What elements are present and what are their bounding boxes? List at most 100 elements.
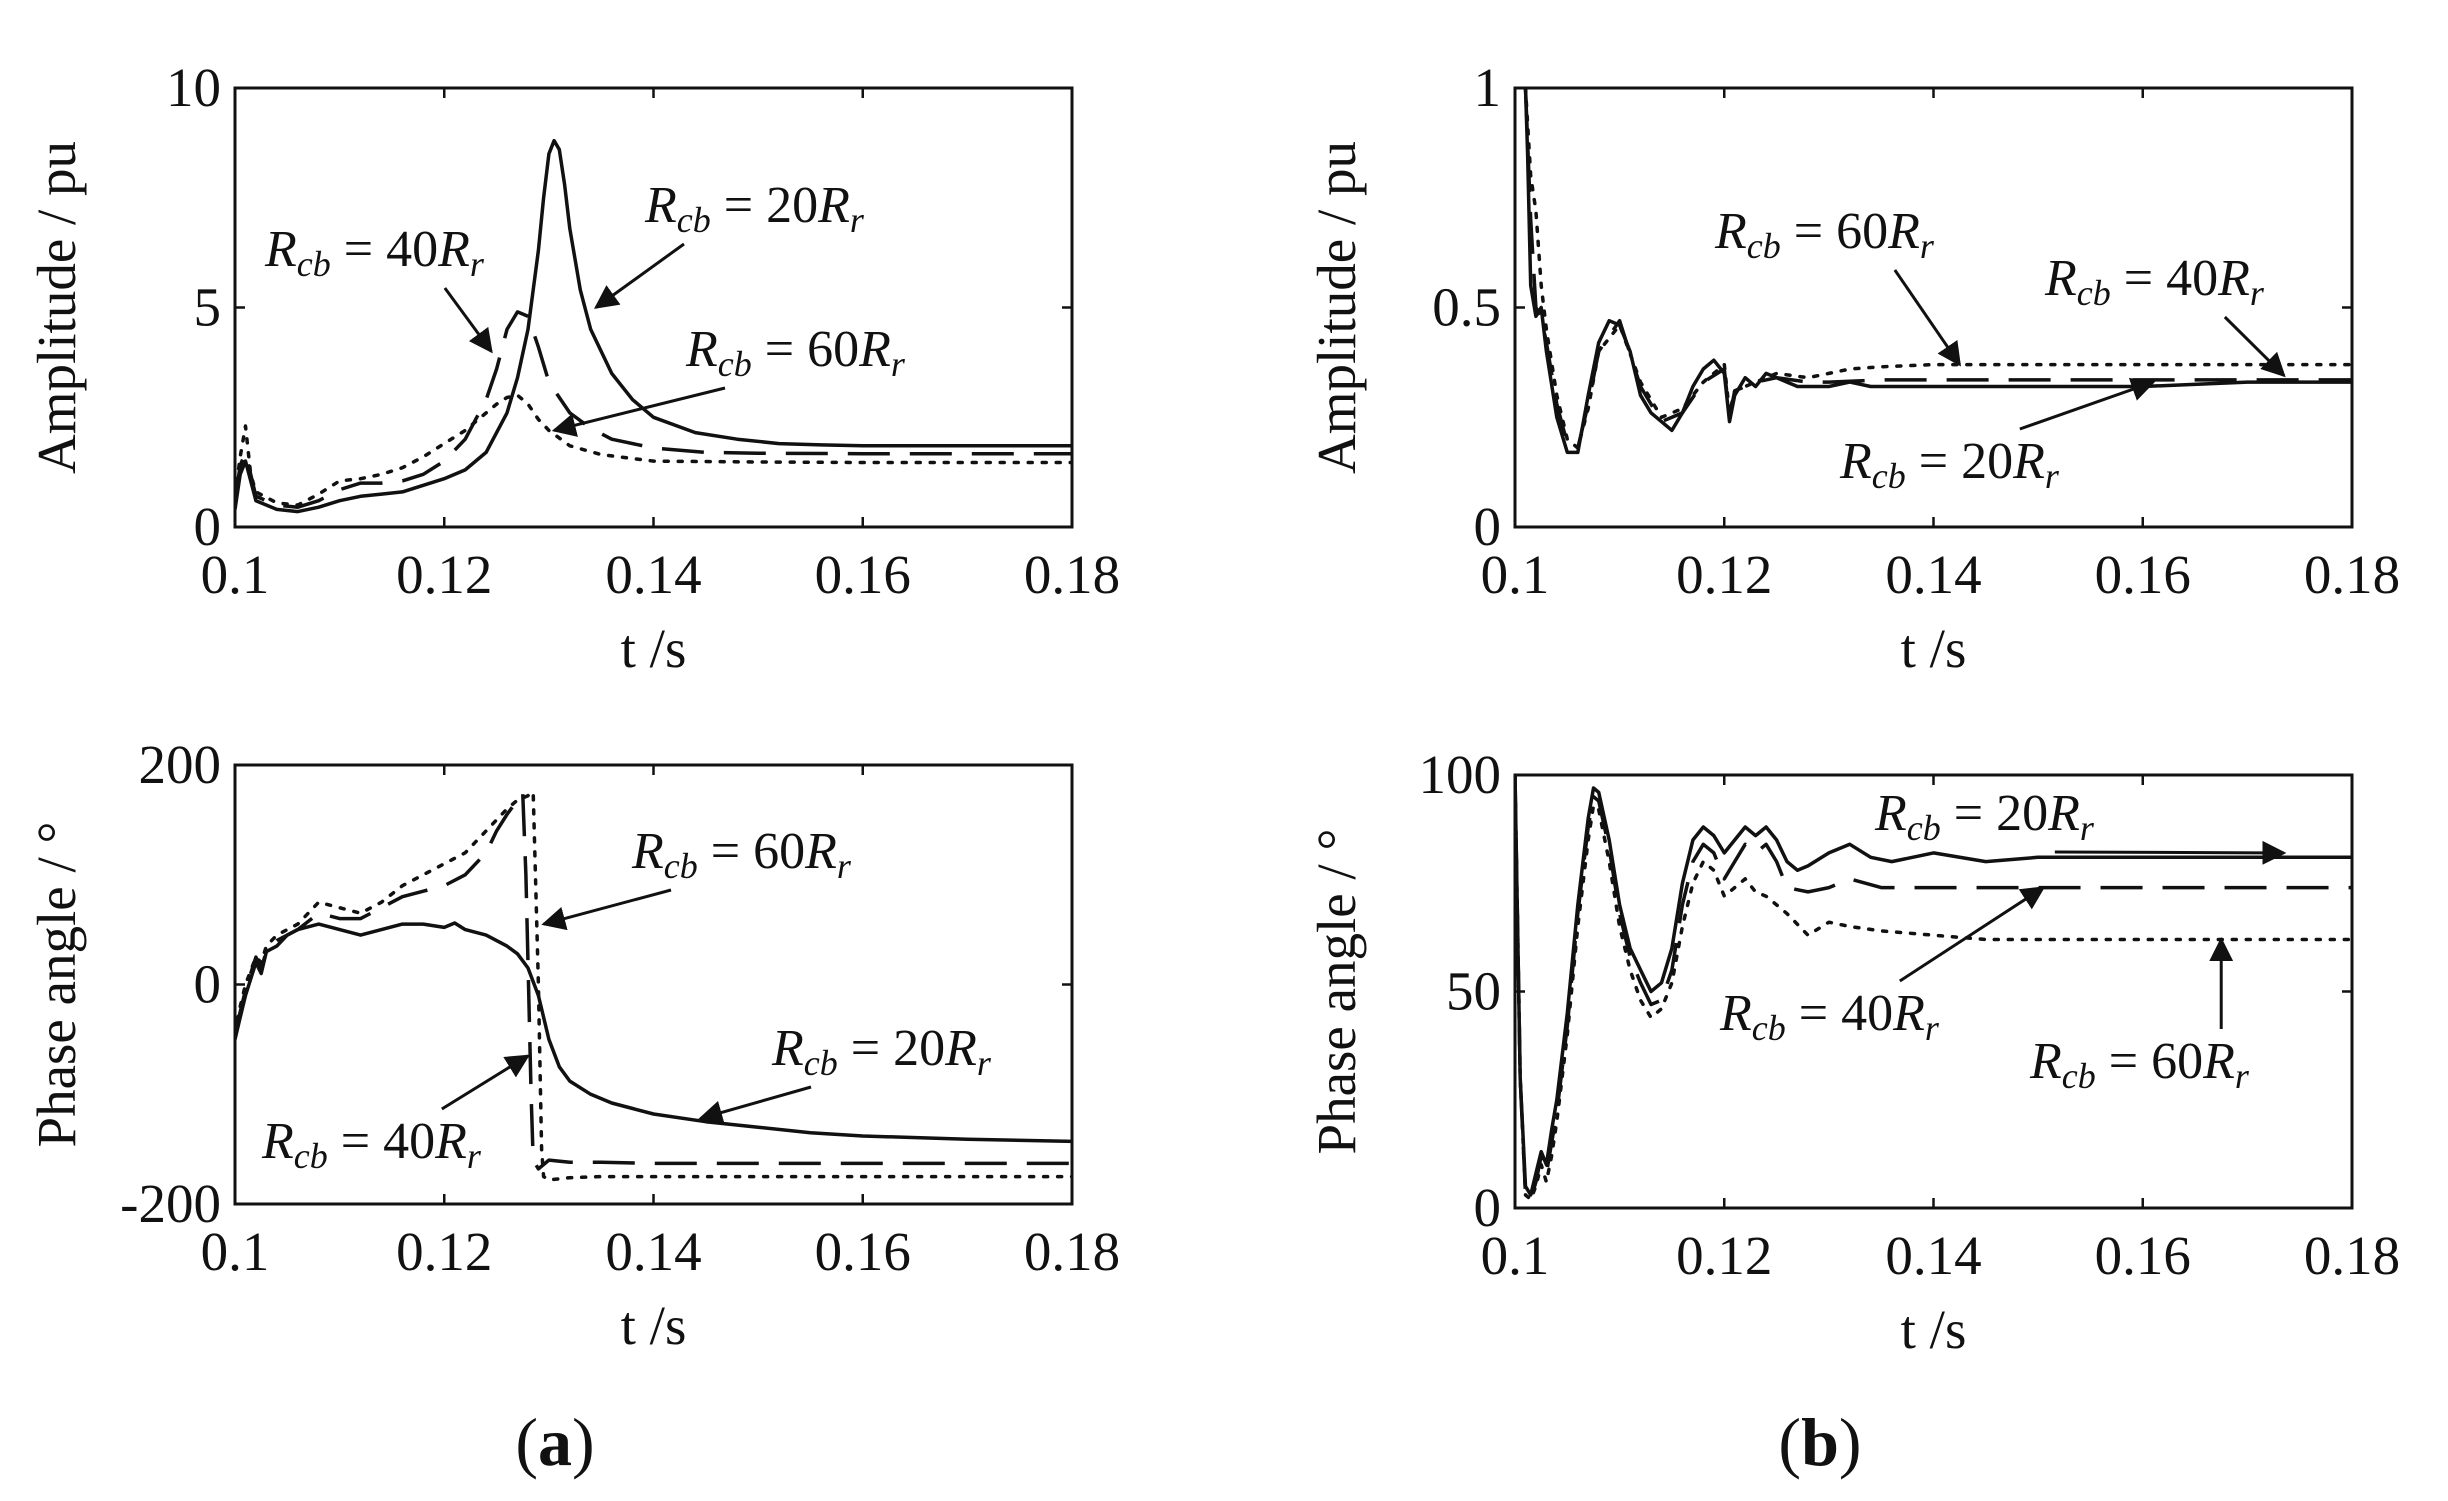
y-tick-label: 5 xyxy=(194,277,222,338)
annotation-text-r: R xyxy=(437,221,470,278)
annotation-arrow xyxy=(1893,269,1962,367)
annotation-text-sub: cb xyxy=(1752,1008,1786,1048)
x-tick-label: 0.16 xyxy=(815,1221,911,1282)
y-tick-label: 0.5 xyxy=(1432,277,1501,338)
y-tick-label: 0 xyxy=(194,954,222,1015)
series-line-a-phase-solid xyxy=(235,921,1072,1144)
annotation-label: Rcb = 60Rr xyxy=(2029,1033,2250,1096)
chart-a-amp: 0.1 0.12 0.14 0.16 0.18 0 5 10 t /s Amplitude / p… xyxy=(26,57,1120,679)
panel-label-b: (b) xyxy=(1778,1404,1861,1480)
annotation-text-main: R xyxy=(644,177,677,234)
y-axis-label: Phase angle / ° xyxy=(26,822,87,1148)
annotation-text-rsub: r xyxy=(837,846,852,886)
annotation-text-sub: cb xyxy=(294,1136,328,1176)
x-tick-label: 0.12 xyxy=(396,544,492,605)
series-line-a-phase-dotted xyxy=(235,790,1072,1182)
annotation-text-eq: = 60 xyxy=(2096,1033,2203,1090)
x-tick-label: 0.1 xyxy=(201,544,270,605)
annotation-text-rsub: r xyxy=(850,200,865,240)
annotation-text-eq: = 20 xyxy=(1906,433,2013,490)
x-tick-label: 0.14 xyxy=(1885,544,1981,605)
y-tick-label: 100 xyxy=(1419,744,1502,805)
annotation-text-main: R xyxy=(264,221,297,278)
x-tick-label: 0.1 xyxy=(1481,544,1550,605)
annotation-text-eq: = 60 xyxy=(1781,203,1888,260)
annotation-text-main: R xyxy=(261,1113,294,1170)
series-line-a-phase-dashed xyxy=(235,790,1072,1171)
x-tick-label: 0.14 xyxy=(605,1221,701,1282)
y-axis-label: Phase angle / ° xyxy=(1306,829,1367,1155)
x-tick-label: 0.16 xyxy=(2095,1225,2191,1286)
series-line-b-amp-solid xyxy=(1523,88,2352,455)
annotation-text-eq: = 20 xyxy=(838,1020,945,1077)
annotation-text-rsub: r xyxy=(2080,808,2095,848)
annotation-text-rsub: r xyxy=(470,244,485,284)
annotation-text-r: R xyxy=(2012,433,2045,490)
annotation-text-main: R xyxy=(1719,985,1752,1042)
annotation-text-eq: = 40 xyxy=(331,221,438,278)
y-axis-label: Amplitude / pu xyxy=(1306,141,1367,474)
annotation-text-rsub: r xyxy=(467,1136,482,1176)
annotation-label: Rcb = 20Rr xyxy=(771,1020,992,1083)
annotation-text-eq: = 40 xyxy=(2111,250,2218,307)
y-tick-label: 10 xyxy=(166,57,221,118)
y-tick-label: 50 xyxy=(1446,961,1501,1022)
x-tick-label: 0.1 xyxy=(201,1221,270,1282)
x-tick-label: 0.12 xyxy=(1676,544,1772,605)
annotation-text-rsub: r xyxy=(1925,1008,1940,1048)
annotation-arrow xyxy=(1899,886,2046,983)
y-tick-label: 1 xyxy=(1474,57,1502,118)
annotation-text-eq: = 60 xyxy=(698,823,805,880)
annotation-text-eq: = 20 xyxy=(711,177,818,234)
annotation-label: Rcb = 60Rr xyxy=(685,321,906,384)
annotation-text-r: R xyxy=(2217,250,2250,307)
annotation-label: Rcb = 40Rr xyxy=(264,221,485,284)
annotation-text-sub: cb xyxy=(1907,808,1941,848)
annotation-text-sub: cb xyxy=(297,244,331,284)
annotation-label: Rcb = 60Rr xyxy=(1714,203,1935,266)
annotation-arrow xyxy=(2223,315,2286,378)
annotation-text-r: R xyxy=(817,177,850,234)
annotation-text-sub: cb xyxy=(2077,273,2111,313)
annotation-text-sub: cb xyxy=(804,1043,838,1083)
annotation-text-rsub: r xyxy=(977,1043,992,1083)
annotation-text-rsub: r xyxy=(2045,456,2060,496)
annotation-text-r: R xyxy=(1887,203,1920,260)
y-tick-label: 0 xyxy=(194,496,222,557)
y-tick-label: 200 xyxy=(139,734,222,795)
series-line-b-amp-dashed xyxy=(1523,88,2352,450)
series-line-a-amp-dotted xyxy=(235,393,1072,507)
annotation-text-sub: cb xyxy=(718,344,752,384)
annotation-label: Rcb = 20Rr xyxy=(1839,433,2060,496)
annotation-text-eq: = 40 xyxy=(328,1113,435,1170)
annotation-text-sub: cb xyxy=(2062,1056,2096,1096)
annotation-text-rsub: r xyxy=(891,344,906,384)
chart-a-phase: 0.1 0.12 0.14 0.16 0.18 -200 0 200 t /s Phase ang… xyxy=(26,734,1120,1356)
x-axis-label: t /s xyxy=(1901,618,1967,679)
x-tick-label: 0.18 xyxy=(2304,1225,2400,1286)
y-tick-label: 0 xyxy=(1474,496,1502,557)
annotation-text-sub: cb xyxy=(1872,456,1906,496)
x-tick-label: 0.18 xyxy=(1024,1221,1120,1282)
annotation-arrow xyxy=(2019,377,2156,431)
series-line-a-amp-solid xyxy=(235,138,1072,514)
annotation-text-r: R xyxy=(804,823,837,880)
panel-label-b-letter: b xyxy=(1801,1404,1839,1480)
annotation-text-r: R xyxy=(434,1113,467,1170)
y-tick-label: 0 xyxy=(1474,1177,1502,1238)
annotation-arrow xyxy=(441,1054,530,1111)
y-tick-label: -200 xyxy=(120,1173,221,1234)
annotation-text-main: R xyxy=(2044,250,2077,307)
x-tick-label: 0.12 xyxy=(1676,1225,1772,1286)
x-tick-label: 0.12 xyxy=(396,1221,492,1282)
x-axis-label: t /s xyxy=(621,1295,687,1356)
annotation-label: Rcb = 20Rr xyxy=(1874,785,2095,848)
annotation-text-main: R xyxy=(1839,433,1872,490)
series-line-b-phase-solid xyxy=(1515,775,2352,1197)
series-line-b-phase-dotted xyxy=(1515,775,2352,1202)
x-tick-label: 0.16 xyxy=(815,544,911,605)
x-axis-label: t /s xyxy=(1901,1299,1967,1360)
annotation-arrow xyxy=(2054,840,2287,865)
annotation-label: Rcb = 40Rr xyxy=(2044,250,2265,313)
